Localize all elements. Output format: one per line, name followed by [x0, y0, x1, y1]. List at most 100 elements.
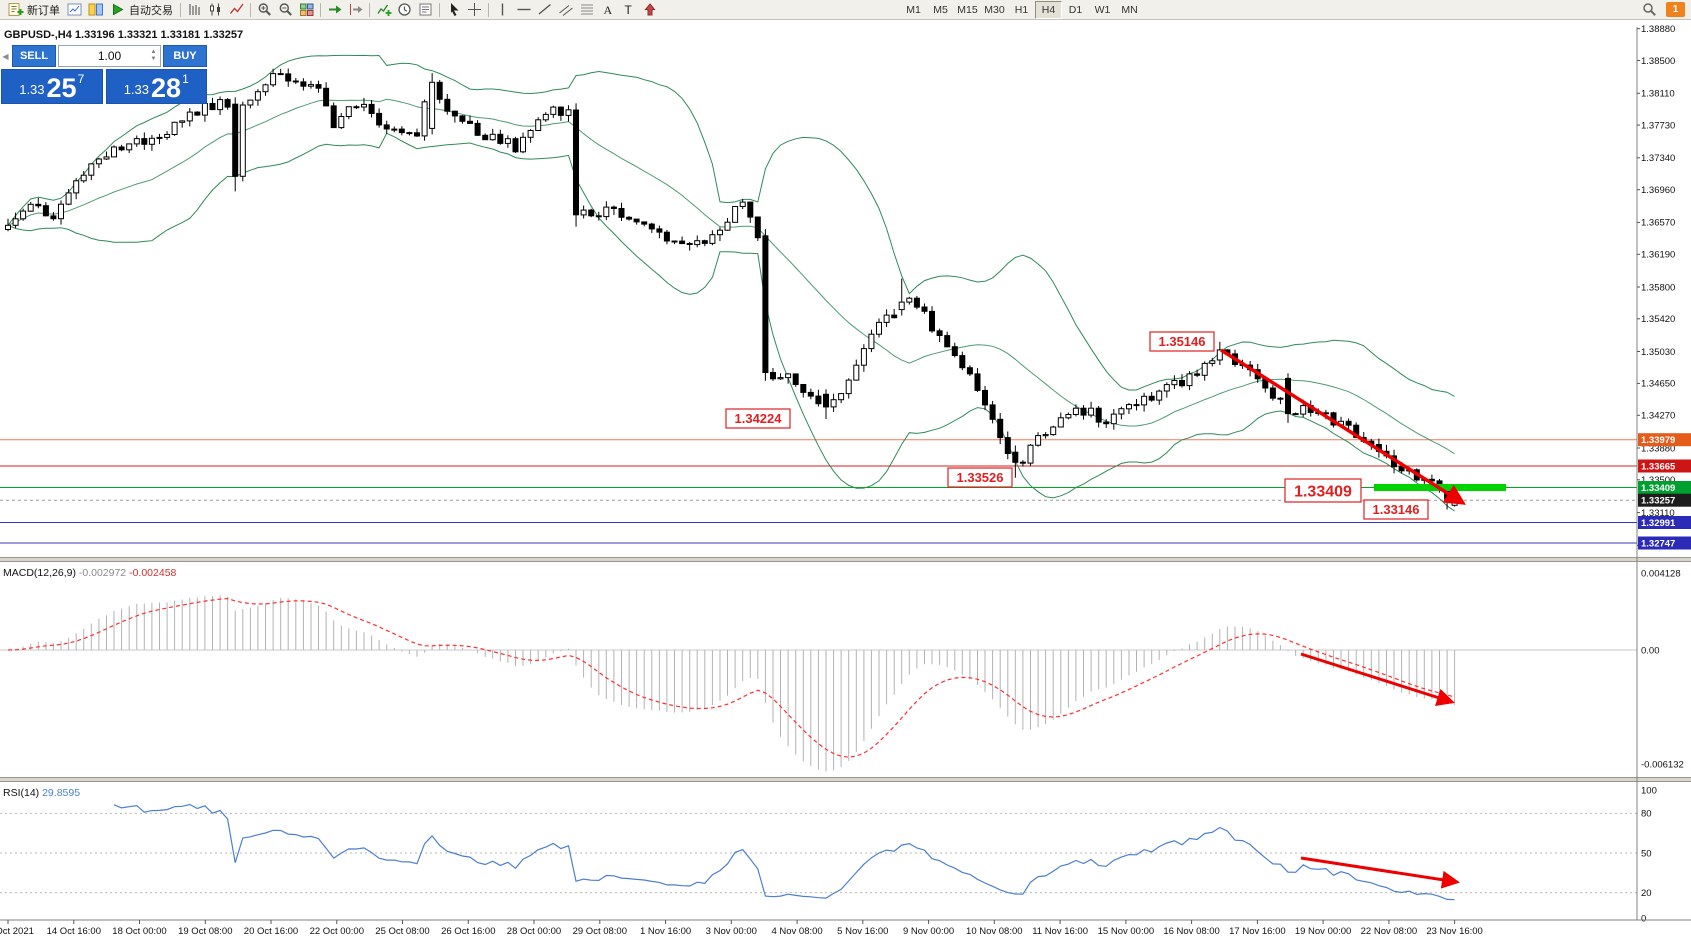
price-annotation[interactable]: 1.33526 [947, 467, 1013, 488]
timeframe-mn[interactable]: MN [1121, 3, 1138, 16]
timeframe-m1[interactable]: M1 [906, 3, 921, 16]
price-tag: 1.33409 [1638, 481, 1691, 494]
timeframe-h4[interactable]: H4 [1035, 0, 1062, 19]
zoom-out-icon[interactable] [275, 1, 296, 18]
svg-text:1.37730: 1.37730 [1641, 120, 1675, 131]
timeframe-w1[interactable]: W1 [1094, 3, 1111, 16]
trend-arrow[interactable] [1300, 856, 1460, 889]
cursor-icon[interactable] [443, 1, 464, 18]
candles [5, 68, 1458, 510]
volume-input[interactable]: 1.00 ▲ ▼ [58, 45, 161, 67]
svg-text:80: 80 [1641, 809, 1652, 820]
horizontal-line-icon[interactable] [513, 1, 534, 18]
price-annotation[interactable]: 1.33409 [1284, 478, 1362, 503]
auto-trading-button[interactable]: 自动交易 [106, 1, 177, 18]
svg-text:1.33146: 1.33146 [1373, 502, 1420, 517]
crosshair-icon[interactable] [464, 1, 485, 18]
bollinger-bands [7, 54, 1455, 512]
svg-text:11 Nov 16:00: 11 Nov 16:00 [1032, 926, 1088, 937]
svg-text:15 Nov 00:00: 15 Nov 00:00 [1098, 926, 1155, 937]
timeframe-d1[interactable]: D1 [1068, 3, 1083, 16]
buy-price-sup: 1 [182, 72, 189, 86]
line-chart-icon[interactable] [226, 1, 247, 18]
price-tag: 1.32991 [1638, 516, 1691, 529]
svg-text:28 Oct 00:00: 28 Oct 00:00 [507, 926, 561, 937]
svg-text:1.33526: 1.33526 [957, 470, 1004, 485]
toolbar-separator [250, 2, 251, 17]
sell-price-box[interactable]: 1.33 25 7 [1, 69, 103, 104]
tile-windows-icon[interactable] [296, 1, 317, 18]
volume-value: 1.00 [97, 49, 122, 63]
candle-chart-icon[interactable] [205, 1, 226, 18]
svg-text:25 Oct 08:00: 25 Oct 08:00 [375, 926, 429, 937]
equidistant-channel-icon[interactable] [555, 1, 576, 18]
timeframe-m30[interactable]: M30 [984, 3, 1005, 16]
buy-price-box[interactable]: 1.33 28 1 [105, 69, 207, 104]
price-tag: 1.32747 [1638, 536, 1691, 550]
svg-text:100: 100 [1641, 785, 1657, 796]
price-annotation[interactable]: 1.35146 [1149, 331, 1215, 352]
svg-text:16 Nov 08:00: 16 Nov 08:00 [1163, 926, 1220, 937]
rsi-panel [0, 803, 1637, 901]
svg-text:1.38110: 1.38110 [1641, 89, 1675, 100]
macd-label: MACD(12,26,9) -0.002972 -0.002458 [3, 567, 177, 579]
trend-line-icon[interactable] [534, 1, 555, 18]
svg-text:1.33257: 1.33257 [1641, 496, 1675, 507]
templates-icon[interactable] [415, 1, 436, 18]
zoom-in-icon[interactable] [254, 1, 275, 18]
svg-text:T: T [624, 3, 632, 17]
text-label-icon[interactable]: T [618, 1, 639, 18]
profiles-icon[interactable] [85, 1, 106, 18]
svg-text:1.33979: 1.33979 [1641, 435, 1675, 446]
buy-button[interactable]: BUY [163, 45, 207, 67]
svg-text:0.004128: 0.004128 [1641, 568, 1681, 579]
price-annotation[interactable]: 1.33146 [1363, 499, 1429, 520]
timeframe-toolbar: M1 M5 M15 M30 H1 H4 D1 W1 MN [900, 0, 1143, 19]
periods-icon[interactable] [394, 1, 415, 18]
timeframe-m5[interactable]: M5 [933, 3, 948, 16]
svg-text:1.33409: 1.33409 [1641, 483, 1675, 494]
one-click-trading-panel: ◀ SELL 1.00 ▲ ▼ BUY 1.33 25 7 1.33 28 1 [1, 45, 207, 104]
timeframe-h1[interactable]: H1 [1014, 3, 1029, 16]
trend-arrow[interactable] [1300, 652, 1455, 707]
volume-spinner[interactable]: ▲ ▼ [150, 49, 157, 62]
indicators-icon[interactable] [373, 1, 394, 18]
chart-window-icon[interactable] [64, 1, 85, 18]
svg-text:1.35146: 1.35146 [1159, 334, 1206, 349]
svg-text:1.36190: 1.36190 [1641, 250, 1675, 261]
macd-panel [0, 595, 1637, 772]
svg-text:1.38500: 1.38500 [1641, 56, 1675, 67]
svg-text:1.34270: 1.34270 [1641, 411, 1675, 422]
svg-text:26 Oct 16:00: 26 Oct 16:00 [441, 926, 495, 937]
timeframe-m15[interactable]: M15 [957, 3, 978, 16]
toolbar-right-group: 1 [1639, 1, 1685, 18]
arrows-icon[interactable] [639, 1, 660, 18]
svg-text:9 Nov 00:00: 9 Nov 00:00 [903, 926, 954, 937]
chart-shift-icon[interactable] [345, 1, 366, 18]
search-icon[interactable] [1639, 1, 1660, 18]
svg-text:1.34224: 1.34224 [735, 411, 783, 426]
svg-text:3 Nov 00:00: 3 Nov 00:00 [706, 926, 757, 937]
text-icon[interactable]: A [597, 1, 618, 18]
svg-text:1.33500: 1.33500 [1641, 475, 1675, 486]
svg-text:50: 50 [1641, 848, 1652, 859]
notification-badge[interactable]: 1 [1666, 2, 1685, 17]
svg-text:1.32991: 1.32991 [1641, 518, 1676, 529]
svg-text:1.33409: 1.33409 [1294, 483, 1352, 500]
svg-text:1.36960: 1.36960 [1641, 185, 1675, 196]
sell-button[interactable]: SELL [12, 45, 56, 67]
svg-text:A: A [603, 3, 612, 17]
toolbar-separator [439, 2, 440, 17]
new-order-button[interactable]: 新订单 [4, 1, 64, 18]
svg-text:1.38880: 1.38880 [1641, 24, 1675, 35]
fibonacci-icon[interactable] [576, 1, 597, 18]
svg-text:14 Oct 2021: 14 Oct 2021 [0, 926, 34, 937]
bar-chart-icon[interactable] [184, 1, 205, 18]
sell-price-sup: 7 [77, 72, 85, 86]
collapse-arrow-icon[interactable]: ◀ [2, 51, 9, 61]
vertical-line-icon[interactable] [492, 1, 513, 18]
svg-text:1.33880: 1.33880 [1641, 443, 1675, 454]
trend-arrow[interactable] [1220, 348, 1466, 505]
price-annotation[interactable]: 1.34224 [725, 408, 791, 429]
auto-scroll-icon[interactable] [324, 1, 345, 18]
